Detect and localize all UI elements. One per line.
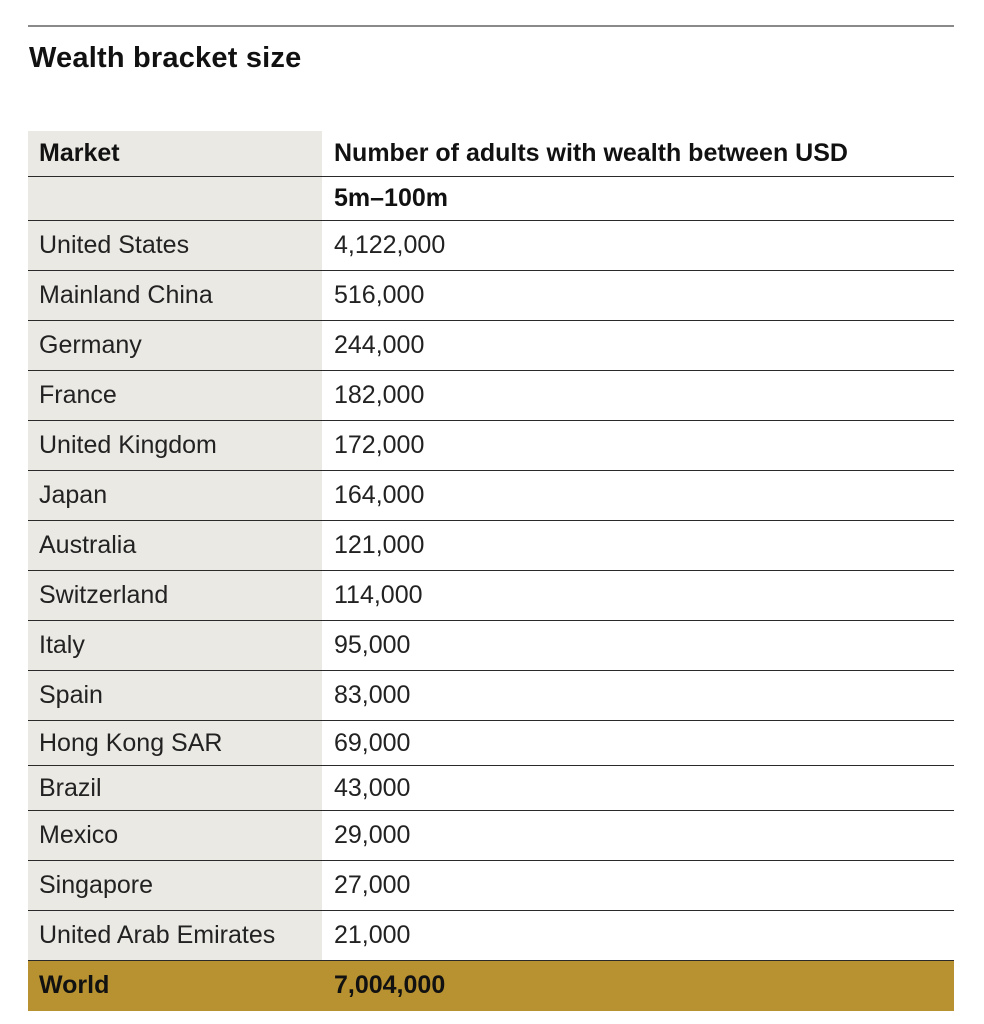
table-row: Brazil 43,000 — [28, 766, 954, 811]
total-row: World 7,004,000 — [28, 961, 954, 1011]
market-cell: Germany — [28, 321, 322, 370]
value-cell: 516,000 — [334, 281, 425, 309]
market-cell: Singapore — [28, 861, 322, 910]
header-market: Market — [28, 131, 322, 176]
market-cell: Hong Kong SAR — [28, 721, 322, 765]
table-row: Italy 95,000 — [28, 621, 954, 671]
table-row: Singapore 27,000 — [28, 861, 954, 911]
value-cell: 27,000 — [334, 871, 411, 899]
value-cell: 21,000 — [334, 921, 411, 949]
total-market-cell: World — [28, 961, 322, 1010]
table-row: United Kingdom 172,000 — [28, 421, 954, 471]
total-value-cell: 7,004,000 — [334, 971, 446, 999]
wealth-table: Market Number of adults with wealth betw… — [28, 131, 954, 1011]
table-row: Hong Kong SAR 69,000 — [28, 721, 954, 766]
table-row: Switzerland 114,000 — [28, 571, 954, 621]
market-cell: United States — [28, 221, 322, 270]
header-value: Number of adults with wealth between USD — [334, 139, 848, 167]
value-cell: 182,000 — [334, 381, 425, 409]
table-row: United States 4,122,000 — [28, 221, 954, 271]
table-row: United Arab Emirates 21,000 — [28, 911, 954, 961]
market-cell: Australia — [28, 521, 322, 570]
market-cell: Brazil — [28, 766, 322, 810]
table-header-row: Market Number of adults with wealth betw… — [28, 131, 954, 177]
page-title: Wealth bracket size — [29, 42, 302, 74]
market-cell: Switzerland — [28, 571, 322, 620]
table-row: Germany 244,000 — [28, 321, 954, 371]
table-row: France 182,000 — [28, 371, 954, 421]
market-cell: Japan — [28, 471, 322, 520]
value-cell: 172,000 — [334, 431, 425, 459]
value-cell: 69,000 — [334, 728, 411, 757]
market-cell: Mainland China — [28, 271, 322, 320]
table-header-subrow: 5m–100m — [28, 177, 954, 221]
header-market-blank — [28, 177, 322, 220]
market-cell: United Kingdom — [28, 421, 322, 470]
value-cell: 43,000 — [334, 773, 411, 802]
value-cell: 164,000 — [334, 481, 425, 509]
value-cell: 29,000 — [334, 821, 411, 849]
value-cell: 114,000 — [334, 581, 423, 609]
top-rule — [28, 25, 954, 27]
table-row: Mainland China 516,000 — [28, 271, 954, 321]
table-row: Mexico 29,000 — [28, 811, 954, 861]
table-row: Australia 121,000 — [28, 521, 954, 571]
value-cell: 121,000 — [334, 531, 425, 559]
table-row: Japan 164,000 — [28, 471, 954, 521]
market-cell: Spain — [28, 671, 322, 720]
value-cell: 4,122,000 — [334, 231, 446, 259]
header-value-range: 5m–100m — [334, 184, 448, 212]
market-cell: Italy — [28, 621, 322, 670]
market-cell: France — [28, 371, 322, 420]
value-cell: 95,000 — [334, 631, 411, 659]
table-row: Spain 83,000 — [28, 671, 954, 721]
market-cell: United Arab Emirates — [28, 911, 322, 960]
value-cell: 244,000 — [334, 331, 425, 359]
value-cell: 83,000 — [334, 681, 411, 709]
market-cell: Mexico — [28, 811, 322, 860]
